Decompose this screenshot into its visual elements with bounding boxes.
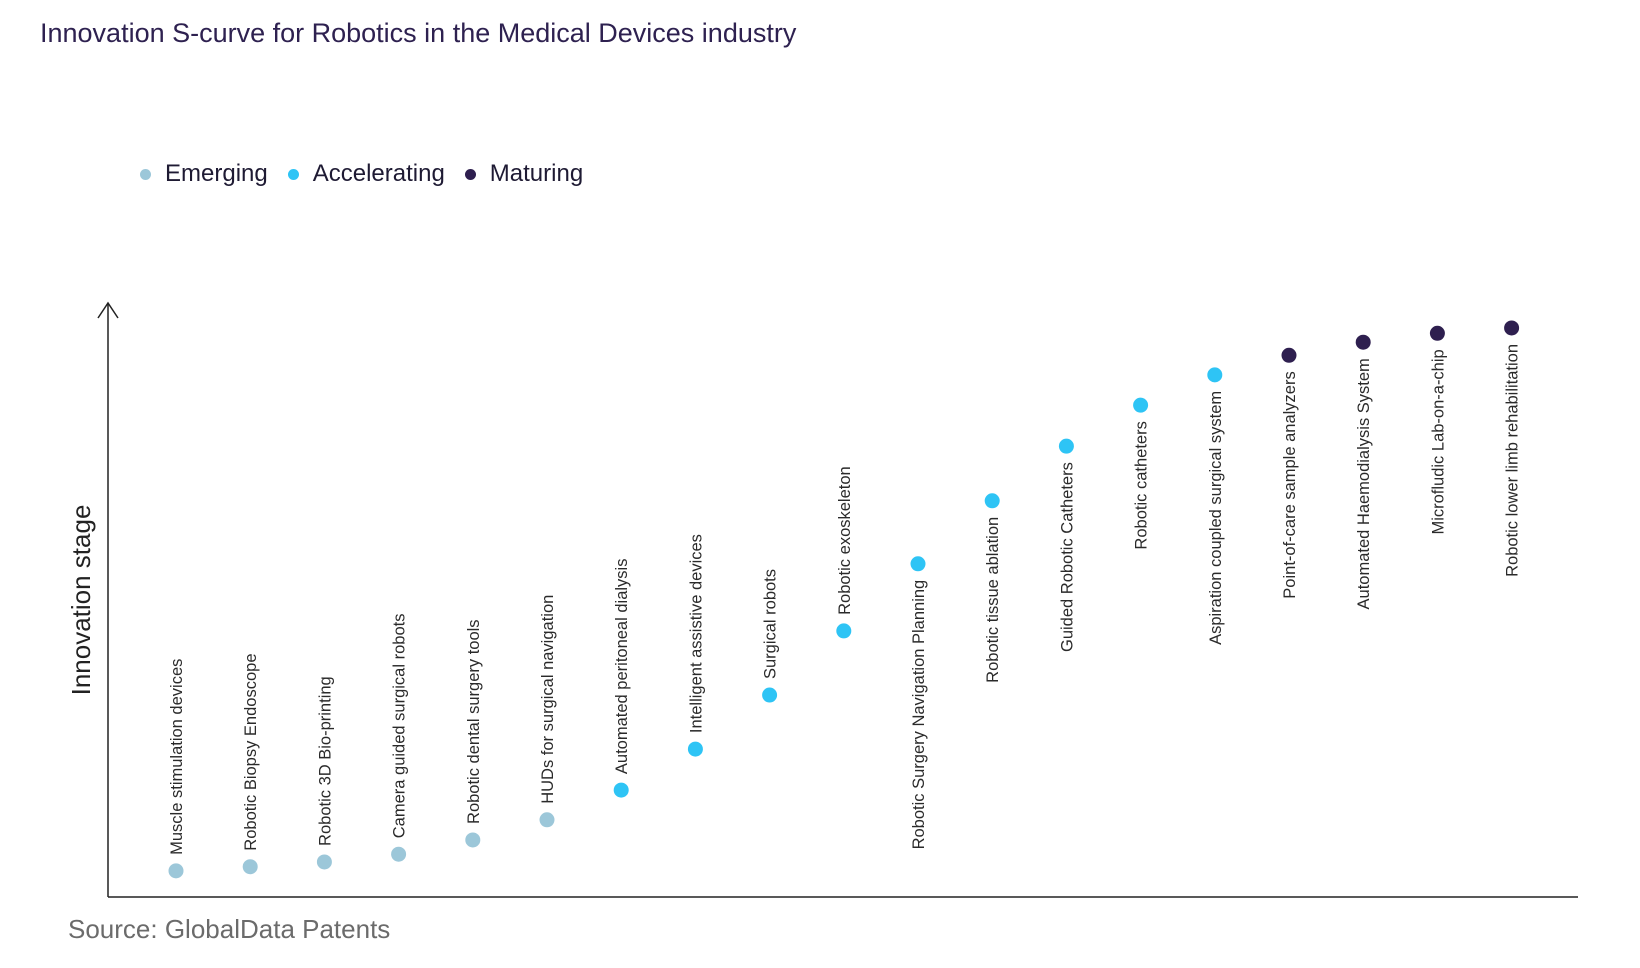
data-point-label: Camera guided surgical robots	[391, 614, 409, 839]
data-point	[316, 854, 332, 870]
legend-dot-maturing	[464, 168, 476, 180]
data-point	[910, 556, 926, 572]
data-point	[836, 623, 852, 639]
data-point-label: Robotic tissue ablation	[984, 517, 1002, 683]
data-point-label: Guided Robotic Catheters	[1058, 462, 1076, 652]
data-point	[1429, 325, 1445, 341]
data-point-label: Robotic catheters	[1133, 421, 1151, 549]
data-point-label: Surgical robots	[762, 569, 780, 679]
data-point-label: Robotic lower limb rehabilitation	[1504, 344, 1522, 577]
data-point	[465, 832, 481, 848]
data-point	[1058, 438, 1074, 454]
data-point	[391, 846, 407, 862]
legend-item-emerging: Emerging	[140, 160, 268, 188]
legend-item-maturing: Maturing	[464, 160, 584, 188]
data-point-label: Microfludic Lab-on-a-chip	[1429, 349, 1447, 534]
legend-label: Emerging	[165, 160, 268, 187]
data-point	[1504, 320, 1520, 336]
data-point	[687, 741, 703, 757]
legend-dot-accelerating	[287, 168, 299, 180]
data-point	[168, 863, 184, 879]
data-point-label: HUDs for surgical navigation	[539, 595, 557, 804]
chart-title: Innovation S-curve for Robotics in the M…	[40, 18, 797, 48]
data-point	[539, 812, 555, 828]
legend-dot-emerging	[140, 168, 151, 180]
data-point	[762, 687, 778, 703]
data-point-label: Robotic Surgery Navigation Planning	[910, 580, 928, 850]
data-point	[1355, 334, 1371, 350]
legend-label: Maturing	[489, 160, 584, 187]
data-point	[1133, 397, 1149, 413]
legend: Emerging Accelerating Maturing	[140, 160, 603, 188]
data-point	[984, 493, 1000, 509]
data-point	[613, 782, 629, 798]
data-point-label: Muscle stimulation devices	[168, 659, 186, 855]
data-point-label: Robotic Biopsy Endoscope	[242, 654, 260, 851]
y-axis-arrow-icon	[97, 301, 119, 319]
legend-label: Accelerating	[312, 160, 445, 187]
legend-item-accelerating: Accelerating	[287, 160, 445, 188]
data-point	[1207, 367, 1223, 383]
data-point	[242, 859, 258, 875]
data-point-label: Automated Haemodialysis System	[1355, 358, 1373, 609]
data-point	[1281, 347, 1297, 363]
data-point-label: Aspiration coupled surgical system	[1207, 391, 1225, 645]
y-axis-label: Innovation stage	[66, 505, 96, 696]
data-point-label: Robotic 3D Bio-printing	[316, 676, 334, 846]
data-point-label: Robotic exoskeleton	[836, 466, 854, 615]
data-point-label: Intelligent assistive devices	[687, 534, 705, 733]
source-note: Source: GlobalData Patents	[68, 914, 391, 944]
data-point-label: Automated peritoneal dialysis	[613, 559, 631, 775]
data-point-label: Robotic dental surgery tools	[465, 619, 483, 824]
data-point-label: Point-of-care sample analyzers	[1281, 371, 1299, 598]
